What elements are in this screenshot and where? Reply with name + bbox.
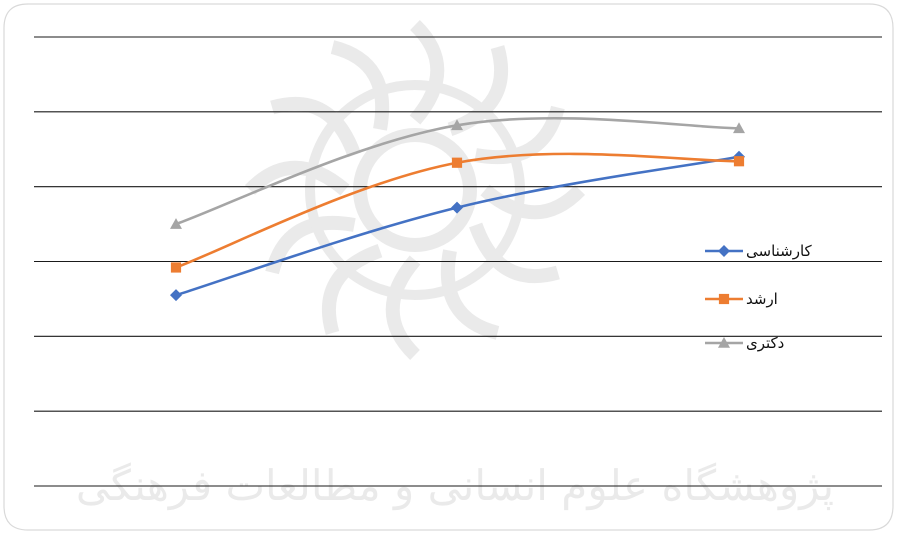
data-point-marker (733, 122, 745, 134)
data-point-marker (170, 262, 182, 273)
watermark-petal (321, 244, 383, 335)
legend-label: دکتری (746, 334, 784, 352)
data-point-marker (451, 119, 463, 131)
watermark-petal (409, 19, 445, 125)
legend-entry: کارشناسی (705, 242, 813, 260)
gridlines (34, 36, 882, 487)
legend-label: کارشناسی (746, 242, 813, 260)
legend-label: ارشد (746, 290, 778, 308)
data-point-marker (451, 201, 463, 214)
watermark-petal (270, 96, 361, 158)
series-2 (170, 152, 745, 273)
data-point-marker (170, 289, 182, 302)
legend-marker (718, 337, 730, 348)
watermark-petal (244, 160, 350, 196)
watermark-petal (440, 249, 500, 340)
legend-entry: دکتری (705, 334, 784, 352)
data-point-marker (451, 157, 463, 168)
watermark-petal (469, 222, 560, 284)
watermark-petal (385, 255, 421, 361)
series-layer (170, 116, 745, 302)
legend-marker (718, 245, 730, 257)
legend-marker (718, 293, 730, 305)
data-point-marker (170, 218, 182, 229)
legend: کارشناسی ارشد دکتری (705, 242, 813, 352)
watermark-ring (305, 80, 525, 300)
data-point-marker (733, 156, 745, 167)
series-1 (170, 150, 745, 302)
series-3 (170, 116, 745, 229)
watermark-petal (330, 40, 390, 131)
chart-frame (3, 3, 894, 531)
legend-entry: ارشد (705, 290, 778, 308)
